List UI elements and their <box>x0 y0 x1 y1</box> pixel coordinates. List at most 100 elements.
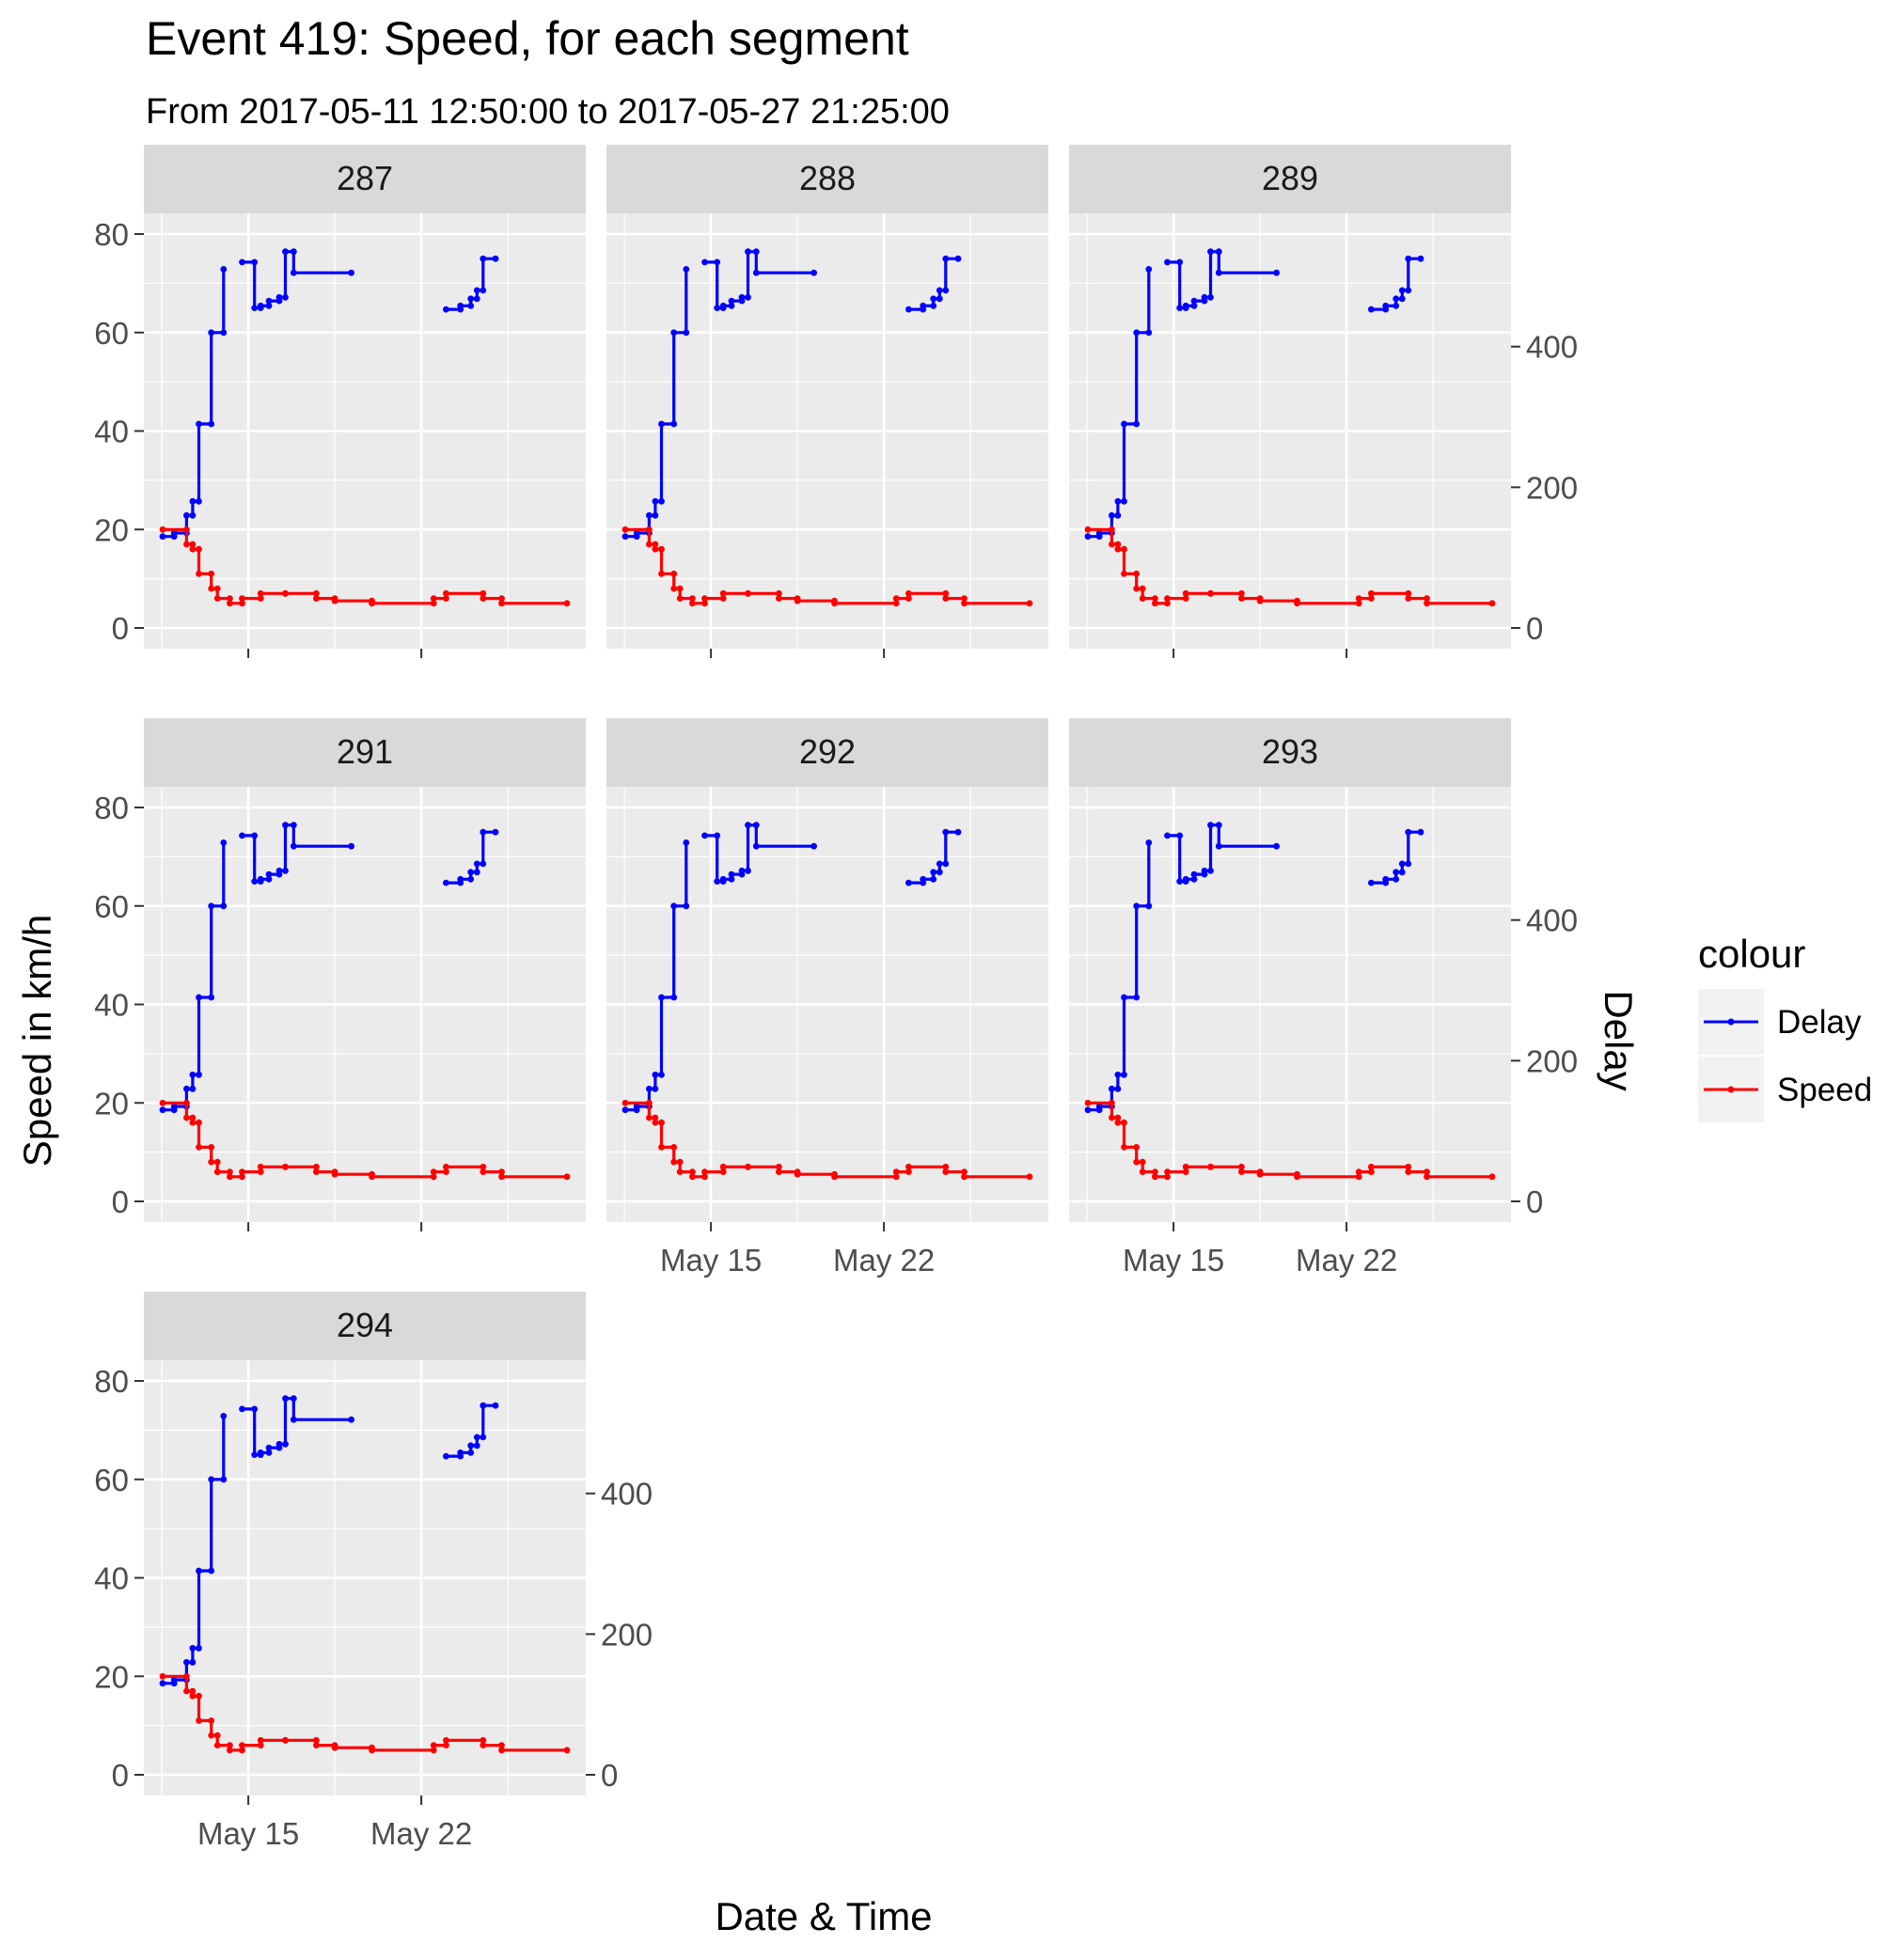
series-point-speed <box>430 600 437 607</box>
series-point-delay <box>1176 305 1184 311</box>
series-point-delay <box>1417 255 1424 262</box>
chart-title: Event 419: Speed, for each segment <box>146 12 909 65</box>
series-point-speed <box>196 571 202 577</box>
series-point-delay <box>480 828 487 836</box>
series-point-speed <box>498 1168 505 1175</box>
y2-tick-label: 200 <box>601 1617 653 1652</box>
series-point-delay <box>443 1452 449 1460</box>
series-point-delay <box>480 287 487 294</box>
series-point-speed <box>196 1717 202 1724</box>
series-point-speed <box>430 1742 437 1748</box>
series-point-speed <box>498 1173 505 1181</box>
series-point-delay <box>905 306 912 313</box>
series-point-speed <box>776 595 782 602</box>
series-point-speed <box>622 1099 629 1106</box>
series-point-speed <box>1238 1168 1245 1175</box>
series-point-delay <box>480 1434 487 1441</box>
facet-strip <box>606 718 1048 787</box>
series-point-delay <box>652 511 659 519</box>
series-point-speed <box>498 600 505 607</box>
series-point-speed <box>745 1163 751 1170</box>
series-point-speed <box>1294 600 1300 607</box>
series-point-speed <box>905 1163 912 1170</box>
series-point-delay <box>348 269 354 276</box>
series-point-speed <box>794 1170 801 1178</box>
series-point-speed <box>719 595 727 602</box>
series-point-delay <box>1273 269 1280 276</box>
y-tick-label: 40 <box>94 415 129 449</box>
series-point-speed <box>670 585 678 592</box>
series-point-speed <box>443 595 449 602</box>
series-point-delay <box>251 832 259 839</box>
x-tick-label: May 22 <box>833 1243 935 1278</box>
series-point-speed <box>1238 1163 1245 1170</box>
series-point-speed <box>313 595 320 602</box>
series-point-speed <box>1207 589 1214 597</box>
series-point-speed <box>480 1163 487 1170</box>
series-point-delay <box>1207 822 1214 829</box>
series-point-delay <box>1109 1085 1115 1092</box>
series-point-speed <box>189 1692 197 1700</box>
series-point-speed <box>658 545 665 553</box>
series-point-delay <box>683 902 690 910</box>
series-point-speed <box>1109 541 1115 548</box>
series-point-speed <box>213 595 221 602</box>
series-point-delay <box>745 293 751 301</box>
series-point-speed <box>701 595 708 602</box>
series-point-delay <box>1368 879 1375 886</box>
series-point-delay <box>714 832 721 839</box>
series-point-delay <box>1114 497 1122 505</box>
series-point-delay <box>1405 860 1412 868</box>
series-point-speed <box>183 541 190 548</box>
series-point-delay <box>1190 297 1198 305</box>
series-point-speed <box>670 1158 678 1166</box>
series-point-delay <box>1382 302 1390 309</box>
series-point-speed <box>369 1747 375 1754</box>
series-point-delay <box>189 1071 197 1078</box>
series-point-delay <box>905 879 912 886</box>
series-point-speed <box>563 1173 571 1181</box>
series-point-delay <box>348 1416 354 1423</box>
series-point-speed <box>1355 600 1362 607</box>
series-point-delay <box>196 1071 202 1078</box>
series-point-speed <box>646 1099 653 1106</box>
y-tick-label: 60 <box>94 316 129 351</box>
series-point-delay <box>220 839 228 846</box>
series-point-speed <box>676 1168 684 1175</box>
series-point-delay <box>282 248 289 256</box>
series-point-delay <box>752 269 760 276</box>
series-point-delay <box>480 860 487 868</box>
series-point-delay <box>1164 832 1171 839</box>
series-point-delay <box>282 822 289 829</box>
series-point-delay <box>467 875 475 883</box>
y-tick-label: 80 <box>94 791 129 825</box>
series-point-speed <box>213 1742 221 1748</box>
series-point-speed <box>1368 595 1375 602</box>
series-point-speed <box>257 1163 264 1170</box>
facet-strip-label: 291 <box>337 732 393 771</box>
series-point-delay <box>930 869 937 876</box>
series-point-delay <box>1133 902 1141 910</box>
legend-label-speed: Speed <box>1777 1072 1872 1108</box>
series-point-delay <box>257 875 264 883</box>
series-point-speed <box>1026 600 1033 607</box>
series-point-delay <box>290 1416 297 1423</box>
series-point-delay <box>265 1444 273 1451</box>
series-point-delay <box>492 255 499 262</box>
series-point-speed <box>159 1099 166 1106</box>
series-point-delay <box>652 1085 659 1092</box>
series-point-speed <box>189 1114 197 1121</box>
series-point-delay <box>251 878 259 885</box>
series-point-delay <box>942 287 950 294</box>
series-point-speed <box>892 1173 900 1181</box>
series-point-speed <box>652 1119 659 1126</box>
series-point-delay <box>1405 828 1412 836</box>
facet-panel-293: 293 0 200 400 May 15 May 22 <box>1069 718 1578 1278</box>
series-point-delay <box>1114 511 1122 519</box>
y-axis-title: Speed in km/h <box>15 915 59 1168</box>
series-point-speed <box>689 600 696 607</box>
series-point-delay <box>936 860 943 868</box>
series-point-speed <box>208 1732 215 1739</box>
series-point-delay <box>208 902 215 910</box>
series-point-speed <box>189 541 197 548</box>
